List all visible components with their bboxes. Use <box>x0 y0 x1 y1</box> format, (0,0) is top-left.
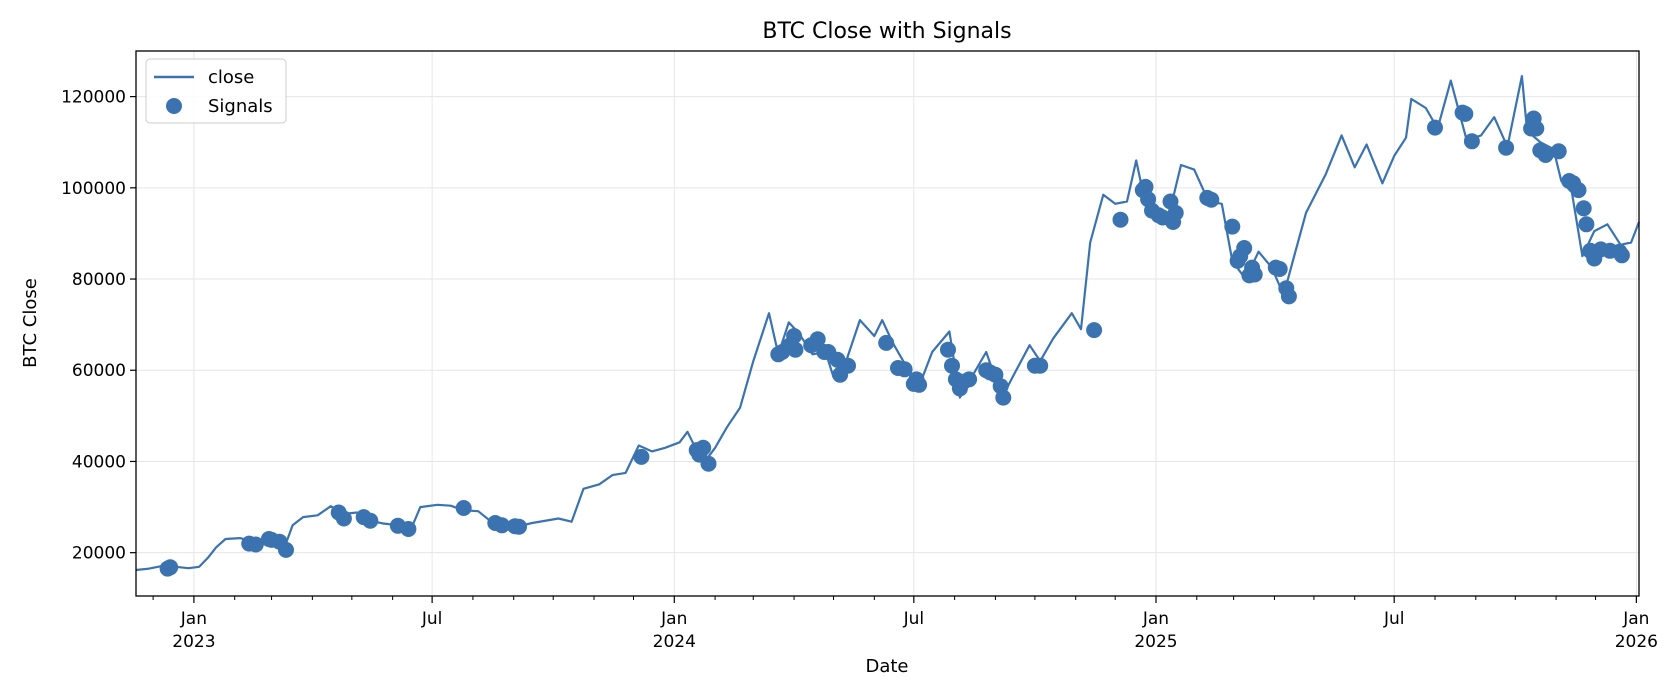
signal-point <box>700 455 717 472</box>
x-tick-label: Jan <box>660 609 687 629</box>
signal-point <box>695 439 712 456</box>
grid-lines <box>136 51 1639 596</box>
signal-point <box>455 500 472 516</box>
signal-point <box>1528 120 1545 137</box>
signal-point <box>1246 266 1263 283</box>
plot-frame <box>135 50 1640 597</box>
signal-point <box>247 536 264 553</box>
signal-point <box>633 448 650 465</box>
signal-point <box>1086 322 1103 339</box>
x-tick-year-label: 2024 <box>653 632 696 652</box>
series-close <box>135 75 1641 572</box>
x-tick-year-label: 2023 <box>172 632 215 652</box>
signal-point <box>1137 178 1154 195</box>
signal-point <box>787 341 804 358</box>
signal-point <box>961 371 978 388</box>
series-signals <box>159 104 1630 577</box>
signal-point <box>362 512 379 529</box>
y-tick-label: 80000 <box>72 270 126 290</box>
signal-point <box>335 510 352 527</box>
signal-point <box>1550 143 1567 160</box>
signal-point <box>1280 288 1297 305</box>
signal-point <box>278 541 294 558</box>
signal-point <box>1613 247 1630 264</box>
legend-close-label: close <box>208 67 254 88</box>
signal-point <box>878 334 895 351</box>
signal-point <box>493 517 510 534</box>
signal-point <box>911 376 928 393</box>
signal-point <box>1575 200 1592 217</box>
signal-point <box>840 357 856 374</box>
close-line <box>135 75 1641 572</box>
signal-point <box>896 361 913 378</box>
legend-signals-swatch <box>166 98 182 114</box>
x-tick-year-label: 2025 <box>1134 632 1177 652</box>
signal-point <box>1578 216 1595 233</box>
signal-point <box>1224 218 1241 235</box>
x-axis: Jan 2023 Jul Jan 2024 Jul Jan 2025 Jul Jan 2026 <box>152 596 1658 652</box>
x-tick-label: Jan <box>1142 609 1169 629</box>
signal-point <box>1498 139 1515 156</box>
y-tick-label: 120000 <box>61 88 126 108</box>
y-tick-label: 40000 <box>72 452 126 472</box>
signal-point <box>1167 204 1184 221</box>
y-axis: 20000 40000 60000 80000 100000 120000 <box>61 88 136 564</box>
signal-point <box>1236 240 1253 256</box>
x-tick-year-label: 2026 <box>1615 632 1658 652</box>
signal-point <box>995 389 1012 406</box>
signal-point <box>1271 261 1288 277</box>
signal-point <box>400 521 417 537</box>
signal-point <box>511 518 527 535</box>
signal-point <box>1427 119 1443 136</box>
signal-point <box>786 328 803 344</box>
y-axis-label: BTC Close <box>20 278 41 368</box>
signal-point <box>1032 357 1049 374</box>
chart-title: BTC Close with Signals <box>762 19 1011 44</box>
signal-point <box>1537 147 1554 163</box>
signal-point <box>1203 191 1220 208</box>
x-tick-label: Jan <box>180 609 207 629</box>
x-tick-label: Jan <box>1622 609 1649 629</box>
legend-signals-label: Signals <box>208 96 273 117</box>
signal-point <box>809 331 826 348</box>
signal-point <box>1457 105 1474 122</box>
legend: close Signals <box>145 58 287 124</box>
signal-point <box>1463 133 1480 150</box>
signal-point <box>1112 211 1129 228</box>
y-tick-label: 20000 <box>72 544 126 564</box>
y-tick-label: 60000 <box>72 361 126 381</box>
signal-point <box>162 559 179 576</box>
y-tick-label: 100000 <box>61 179 126 199</box>
x-tick-label: Jul <box>1383 609 1405 629</box>
signal-point <box>944 357 960 374</box>
signal-point <box>940 341 956 358</box>
x-tick-label: Jul <box>421 609 443 629</box>
x-axis-label: Date <box>865 656 908 677</box>
x-tick-label: Jul <box>903 609 925 629</box>
signal-point <box>1570 182 1587 199</box>
